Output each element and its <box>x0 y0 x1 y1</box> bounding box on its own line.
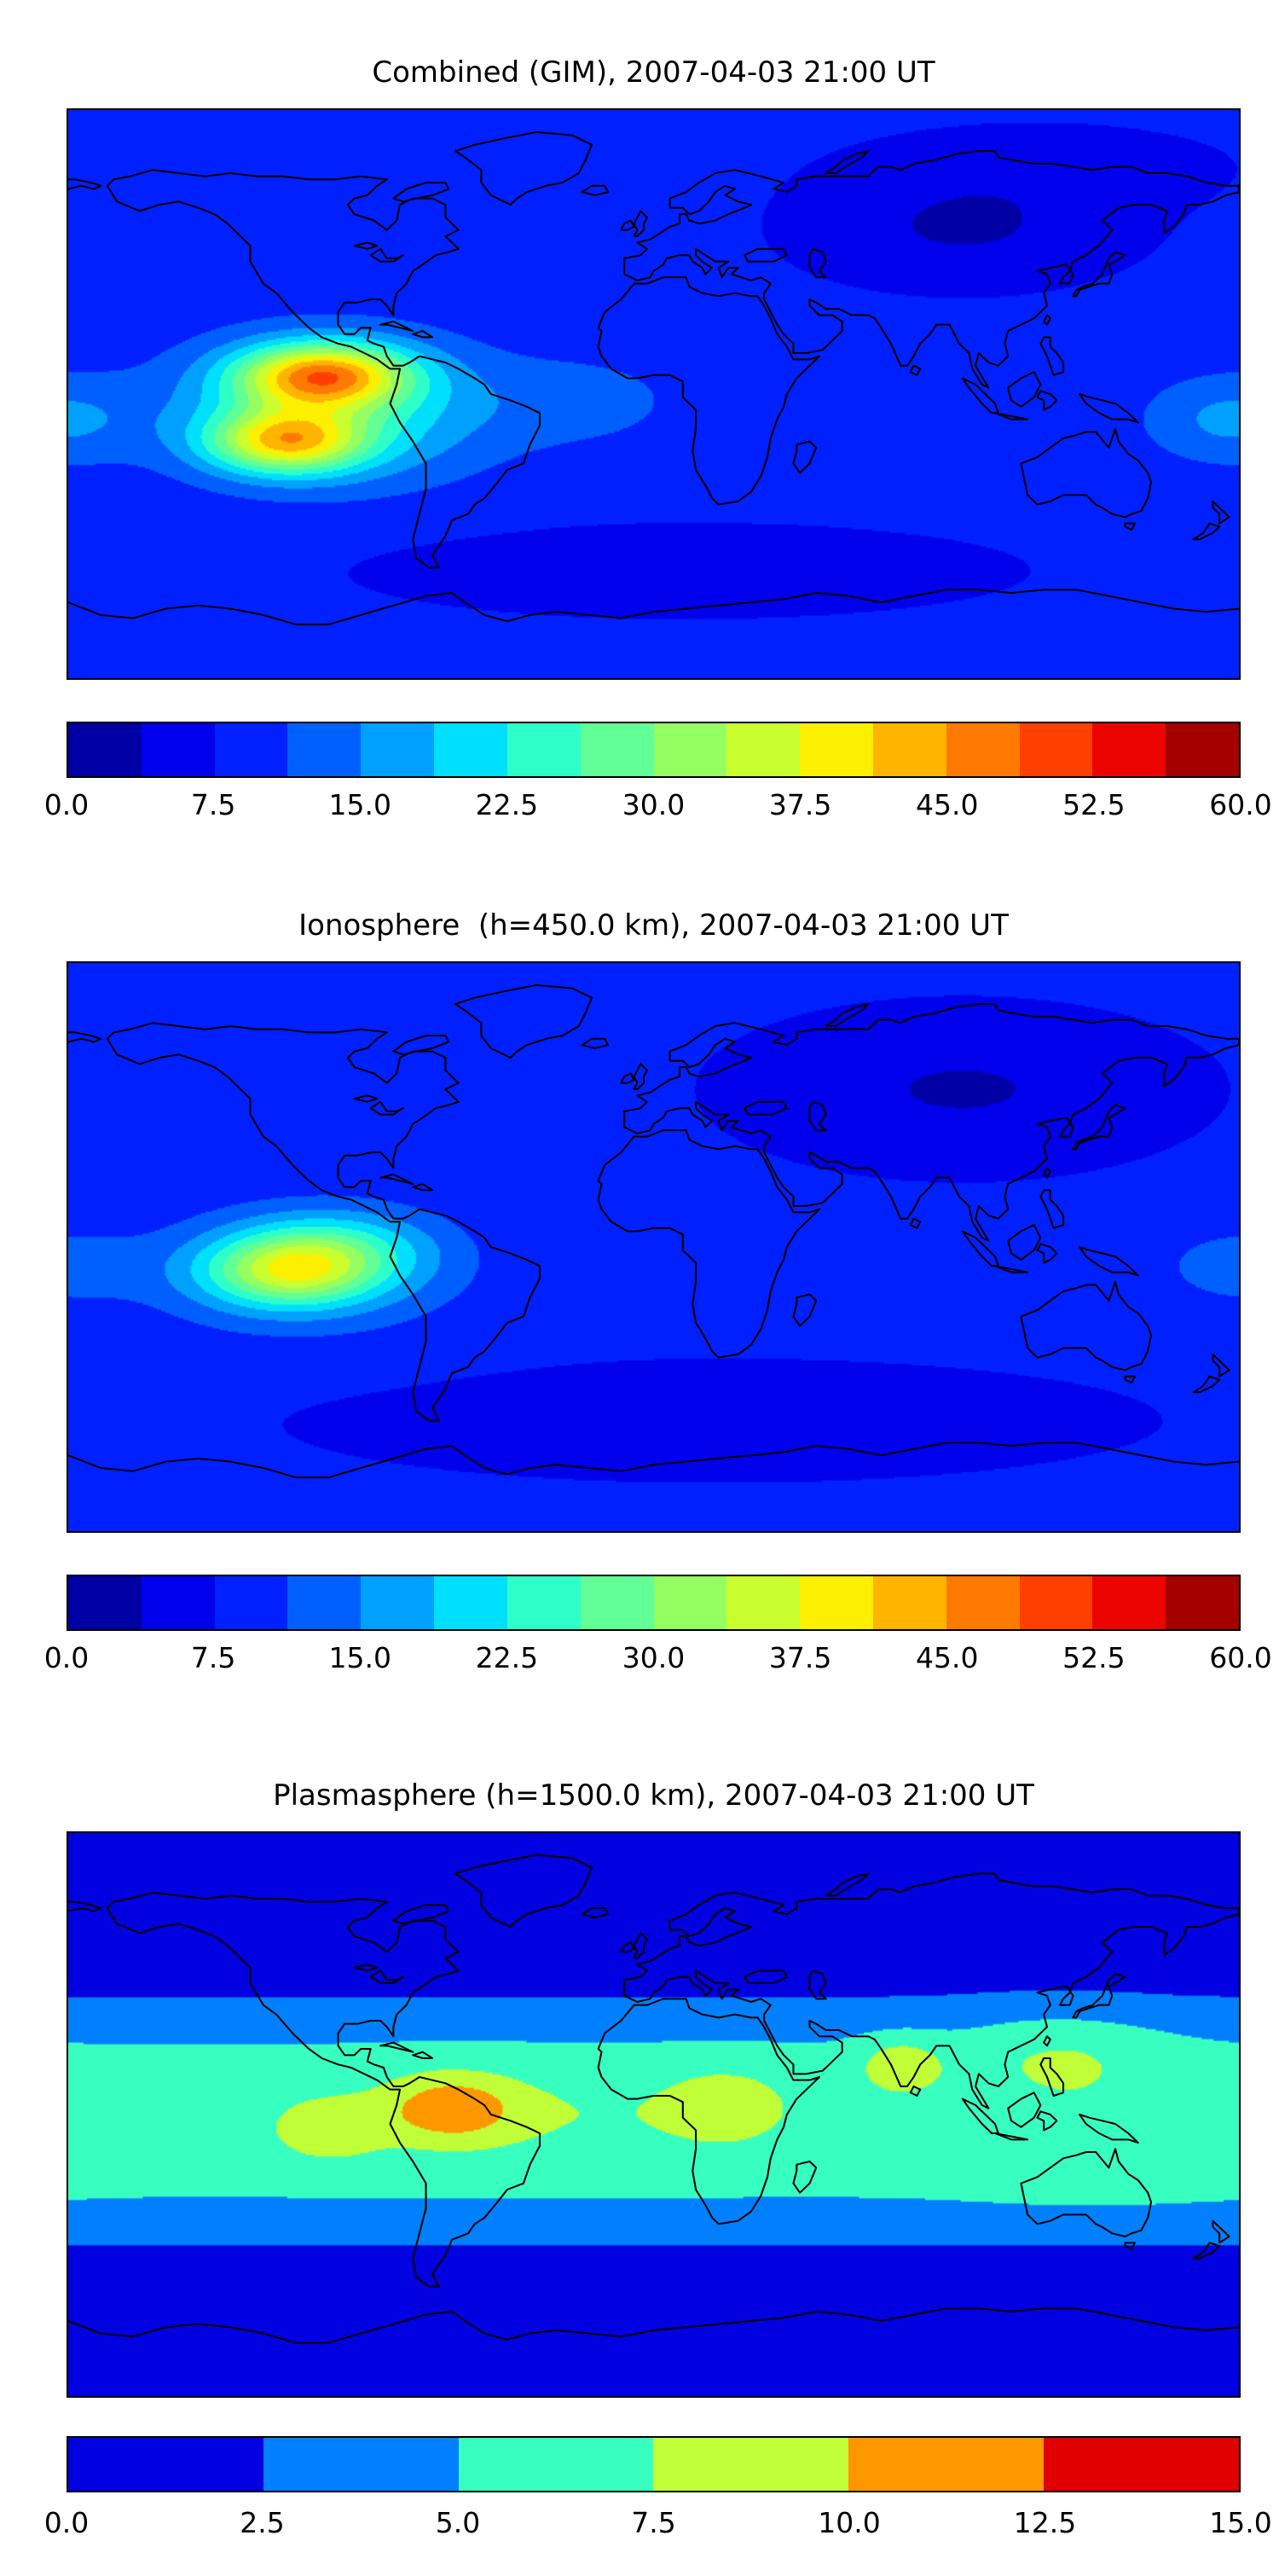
colorbar-segment <box>653 1576 727 1629</box>
colorbar-tick-label: 7.5 <box>190 1641 236 1674</box>
coastline-path <box>68 983 1239 1479</box>
contour-field-canvas <box>68 963 1239 1531</box>
colorbar-segment <box>726 1576 801 1629</box>
colorbar-segment <box>1166 723 1239 776</box>
colorbar-tick-label: 52.5 <box>1062 1641 1126 1674</box>
colorbar-tick-labels: 0.0 2.5 5.0 7.5 10.0 12.5 15.0 <box>44 2504 1272 2542</box>
colorbar-tick-label: 60.0 <box>1209 1641 1272 1674</box>
panel-title-plasmasphere: Plasmasphere (h=1500.0 km), 2007-04-03 2… <box>273 1778 1034 1813</box>
panel-ionosphere: Ionosphere (h=450.0 km), 2007-04-03 21:0… <box>0 853 1279 1706</box>
colorbar-segment <box>1019 723 1093 776</box>
colorbar-tick-label: 37.5 <box>768 1641 832 1674</box>
colorbar-segment <box>580 1576 654 1629</box>
map-combined <box>67 108 1241 680</box>
contour-field-canvas <box>68 110 1239 678</box>
coastlines <box>68 983 1239 1479</box>
colorbar-tick-labels: 0.0 7.5 15.0 22.5 30.0 37.5 45.0 52.5 60.0 <box>44 1639 1272 1677</box>
colorbar-tick-label: 7.5 <box>631 2506 676 2539</box>
colorbar-tick-label: 22.5 <box>475 788 539 821</box>
panel-combined: Combined (GIM), 2007-04-03 21:00 UT 0.0 7… <box>0 0 1279 853</box>
colorbar-segment <box>506 1576 581 1629</box>
colorbar-tick-label: 10.0 <box>818 2506 881 2539</box>
colorbar-segment <box>580 723 654 776</box>
contour-field-canvas <box>68 1833 1239 2396</box>
colorbar-segment <box>800 1576 873 1629</box>
colorbar-segment <box>214 723 288 776</box>
colorbar-tick-label: 60.0 <box>1209 788 1272 821</box>
colorbar-tick-label: 12.5 <box>1013 2506 1077 2539</box>
colorbar-segment <box>68 723 142 776</box>
colorbar-segment <box>848 2438 1045 2491</box>
panel-plasmasphere: Plasmasphere (h=1500.0 km), 2007-04-03 2… <box>0 1723 1279 2576</box>
colorbar-segment <box>1092 1576 1166 1629</box>
colorbar-segment <box>1166 1576 1239 1629</box>
coastlines <box>68 1854 1239 2344</box>
colorbar-tick-label: 30.0 <box>622 788 686 821</box>
colorbar-tick-label: 2.5 <box>240 2506 285 2539</box>
colorbar-segment <box>68 1576 142 1629</box>
colorbar-segment <box>214 1576 288 1629</box>
colorbar-segment <box>263 2438 459 2491</box>
colorbar-tick-label: 45.0 <box>916 1641 979 1674</box>
colorbar-segment <box>653 2438 849 2491</box>
colorbar-tick-label: 0.0 <box>43 788 90 821</box>
colorbar-segment <box>141 1576 215 1629</box>
colorbar-segment <box>141 723 215 776</box>
colorbar-ionosphere <box>67 1575 1241 1631</box>
colorbar-segment <box>872 723 946 776</box>
colorbar-segment <box>653 723 727 776</box>
colorbar-combined <box>67 722 1241 778</box>
map-ionosphere <box>67 961 1241 1533</box>
colorbar-segment <box>68 2438 263 2491</box>
colorbar-tick-label: 15.0 <box>1209 2506 1272 2539</box>
colorbar-tick-label: 15.0 <box>328 1641 391 1674</box>
colorbar-segment <box>506 723 581 776</box>
panel-title-combined: Combined (GIM), 2007-04-03 21:00 UT <box>372 55 935 90</box>
coastlines <box>68 131 1239 626</box>
colorbar-segment <box>872 1576 946 1629</box>
colorbar-segment <box>361 1576 435 1629</box>
colorbar-segment <box>287 723 362 776</box>
colorbar-tick-label: 15.0 <box>328 788 391 821</box>
colorbar-segment <box>434 1576 507 1629</box>
colorbar-segment <box>1092 723 1166 776</box>
colorbar-plasmasphere <box>67 2436 1241 2492</box>
colorbar-segment <box>946 723 1020 776</box>
map-plasmasphere <box>67 1831 1241 2398</box>
coastline-path <box>68 1854 1239 2344</box>
colorbar-tick-label: 30.0 <box>622 1641 686 1674</box>
colorbar-tick-label: 37.5 <box>768 788 832 821</box>
colorbar-tick-label: 5.0 <box>435 2506 481 2539</box>
colorbar-tick-label: 52.5 <box>1062 788 1126 821</box>
panel-title-ionosphere: Ionosphere (h=450.0 km), 2007-04-03 21:0… <box>298 908 1009 943</box>
colorbar-segment <box>434 723 507 776</box>
colorbar-tick-label: 7.5 <box>190 788 236 821</box>
colorbar-segment <box>1019 1576 1093 1629</box>
coastline-path <box>68 131 1239 626</box>
colorbar-segment <box>458 2438 654 2491</box>
colorbar-tick-label: 0.0 <box>43 2506 90 2539</box>
colorbar-segment <box>361 723 435 776</box>
colorbar-tick-label: 0.0 <box>43 1641 90 1674</box>
colorbar-segment <box>800 723 873 776</box>
colorbar-tick-label: 22.5 <box>475 1641 539 1674</box>
colorbar-segment <box>726 723 801 776</box>
colorbar-segment <box>946 1576 1020 1629</box>
colorbar-tick-label: 45.0 <box>916 788 979 821</box>
colorbar-segment <box>287 1576 362 1629</box>
colorbar-segment <box>1044 2438 1239 2491</box>
colorbar-tick-labels: 0.0 7.5 15.0 22.5 30.0 37.5 45.0 52.5 60.0 <box>44 786 1272 824</box>
